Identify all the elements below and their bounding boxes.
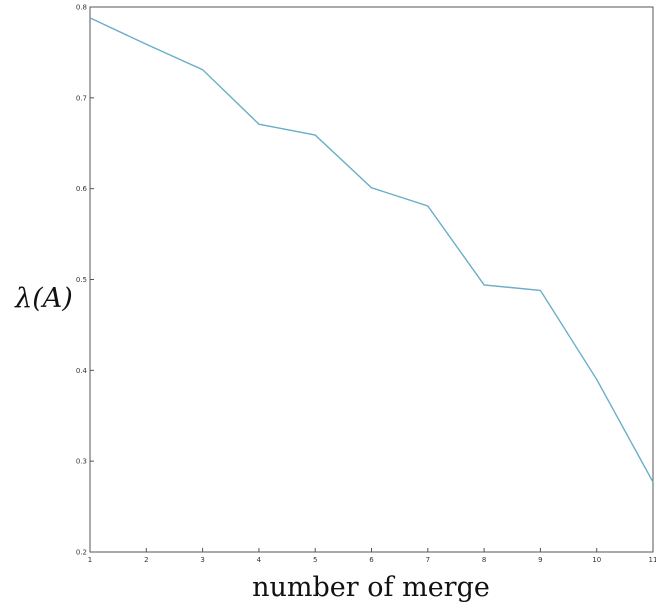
x-tick-label: 1 <box>88 556 92 564</box>
x-tick-label: 8 <box>482 556 486 564</box>
x-tick-label: 9 <box>538 556 542 564</box>
y-tick-label: 0.3 <box>76 458 87 466</box>
y-tick-label: 0.6 <box>76 185 88 193</box>
y-tick-label: 0.2 <box>76 549 87 557</box>
y-tick-label: 0.4 <box>76 367 88 375</box>
x-axis-ticks: 1 2 3 4 5 6 7 8 9 10 11 <box>88 548 656 564</box>
y-tick-label: 0.5 <box>76 276 87 284</box>
y-tick-label: 0.8 <box>76 4 87 12</box>
y-tick-label: 0.7 <box>76 94 87 102</box>
plot-frame <box>89 6 654 553</box>
x-tick-label: 6 <box>369 556 374 564</box>
x-tick-label: 3 <box>200 556 204 564</box>
y-axis-ticks: 0.2 0.3 0.4 0.5 0.6 0.7 0.8 <box>76 4 94 557</box>
x-tick-label: 2 <box>144 556 148 564</box>
x-tick-label: 10 <box>592 556 601 564</box>
x-tick-label: 7 <box>426 556 430 564</box>
y-axis-label: λ(A) <box>14 283 73 314</box>
x-tick-label: 11 <box>649 556 656 564</box>
x-tick-label: 5 <box>313 556 317 564</box>
series-line <box>89 17 654 483</box>
x-tick-label: 4 <box>257 556 262 564</box>
x-axis-label: number of merge <box>252 572 490 603</box>
